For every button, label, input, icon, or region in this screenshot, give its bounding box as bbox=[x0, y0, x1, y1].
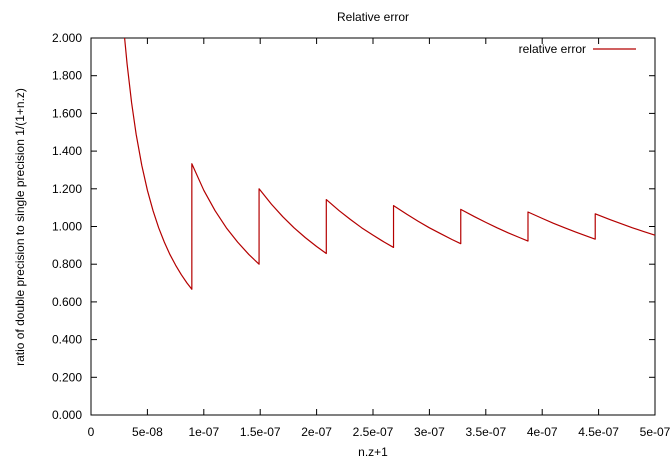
x-tick-label: 1.5e-07 bbox=[240, 425, 281, 439]
x-axis-title: n.z+1 bbox=[358, 445, 388, 459]
x-tick-label: 5e-08 bbox=[132, 425, 163, 439]
legend-label: relative error bbox=[519, 42, 586, 56]
y-tick-label: 0.400 bbox=[52, 333, 82, 347]
y-tick-label: 1.800 bbox=[52, 69, 82, 83]
x-tick-label: 4.5e-07 bbox=[578, 425, 619, 439]
y-tick-label: 0.600 bbox=[52, 295, 82, 309]
x-tick-label: 4e-07 bbox=[527, 425, 558, 439]
x-tick-label: 5e-07 bbox=[640, 425, 671, 439]
y-tick-label: 2.000 bbox=[52, 31, 82, 45]
y-axis-title: ratio of double precision to single prec… bbox=[13, 88, 27, 366]
axis-ticks bbox=[90, 37, 656, 416]
series-group bbox=[124, 37, 656, 290]
axis-tick-labels: 0 5e-08 1e-07 1.5e-07 2e-07 2.5e-07 3e-07 3.5e-… bbox=[52, 31, 671, 439]
legend: relative error bbox=[519, 42, 636, 56]
y-tick-label: 1.600 bbox=[52, 106, 82, 120]
chart-title: Relative error bbox=[337, 10, 409, 24]
y-tick-label: 1.200 bbox=[52, 182, 82, 196]
y-tick-label: 0.000 bbox=[52, 408, 82, 422]
x-tick-label: 2e-07 bbox=[301, 425, 332, 439]
y-tick-label: 0.800 bbox=[52, 257, 82, 271]
x-tick-label: 1e-07 bbox=[188, 425, 219, 439]
y-tick-label: 0.200 bbox=[52, 370, 82, 384]
plot-frame bbox=[90, 37, 656, 416]
x-tick-label: 3.5e-07 bbox=[465, 425, 506, 439]
y-tick-label: 1.000 bbox=[52, 220, 82, 234]
y-tick-label: 1.400 bbox=[52, 144, 82, 158]
x-tick-label: 3e-07 bbox=[414, 425, 445, 439]
x-tick-label: 2.5e-07 bbox=[353, 425, 394, 439]
series-line-relative-error bbox=[124, 37, 656, 290]
x-tick-label: 0 bbox=[88, 425, 95, 439]
